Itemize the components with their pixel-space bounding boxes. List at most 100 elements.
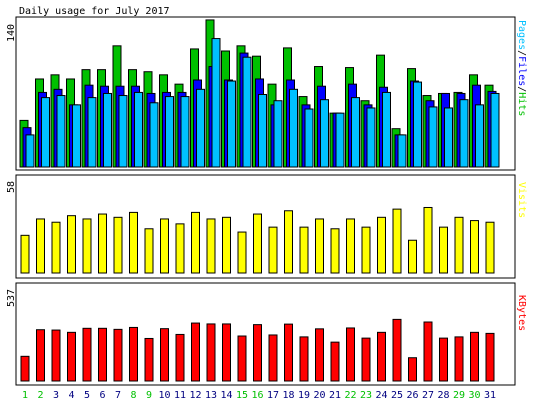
pages-bar <box>25 134 35 168</box>
visits-bar <box>206 218 216 274</box>
visits-bar <box>51 221 61 274</box>
visits-bar <box>160 218 169 274</box>
x-tick-label: 26 <box>406 390 418 401</box>
pages-bar <box>444 107 453 168</box>
x-tick-label: 4 <box>68 390 74 401</box>
x-tick-label: 2 <box>37 390 43 401</box>
x-tick-label: 18 <box>282 390 294 401</box>
pages-bar <box>72 104 81 168</box>
pages-bar <box>103 92 112 168</box>
x-tick-label: 14 <box>220 390 232 401</box>
visits-bar <box>485 221 495 274</box>
visits-bar <box>268 226 278 274</box>
kbytes-ymax-label: 537 <box>6 289 17 307</box>
kbytes-bar <box>253 324 262 382</box>
visits-bar <box>392 208 402 274</box>
pages-bar <box>475 104 484 168</box>
x-tick-label: 11 <box>174 390 186 401</box>
visits-bar <box>377 216 386 274</box>
x-tick-label: 1 <box>22 390 28 401</box>
pages-bar <box>428 106 438 168</box>
pages-legend-label: Pages <box>516 20 527 50</box>
x-tick-label: 28 <box>437 390 449 401</box>
kbytes-bar <box>36 329 45 382</box>
visits-bar <box>222 216 231 274</box>
pages-bar <box>227 80 236 168</box>
visits-bar <box>470 220 479 274</box>
pages-bar <box>273 100 283 168</box>
hits-ymax-label: 140 <box>6 24 17 42</box>
pages-bar <box>41 97 50 168</box>
pages-bar <box>118 95 128 168</box>
x-tick-label: 9 <box>146 390 152 401</box>
kbytes-bar <box>454 336 464 382</box>
visits-bar <box>36 218 45 274</box>
pages-bar <box>242 56 252 168</box>
visits-bar <box>20 234 30 274</box>
visits-bar <box>253 213 262 274</box>
visits-bar <box>284 210 293 274</box>
kbytes-bar <box>82 327 92 382</box>
visits-bar <box>67 215 76 274</box>
pages-bar <box>180 96 190 168</box>
visits-bar <box>423 206 433 274</box>
kbytes-bar <box>361 337 371 382</box>
kbytes-bar <box>470 331 479 382</box>
pages-bar <box>490 92 500 168</box>
x-axis-day-labels: 1 2 3 4 5 6 7 8 9 10 11 12 13 14 15 16 17 18 19 20 21 22 23 24 2… <box>22 390 496 401</box>
visits-bar <box>439 226 448 274</box>
pages-bar <box>289 88 298 168</box>
x-tick-label: 22 <box>344 390 356 401</box>
kbytes-bar <box>268 334 278 382</box>
legend-separator: / <box>516 50 527 56</box>
pages-bar <box>382 91 391 168</box>
x-tick-label: 25 <box>391 390 403 401</box>
kbytes-bar <box>144 337 154 382</box>
visits-bar <box>191 211 200 274</box>
kbytes-bar <box>485 332 495 382</box>
pages-bar <box>413 81 422 168</box>
visits-bar <box>98 213 107 274</box>
x-tick-label: 31 <box>484 390 496 401</box>
visits-bar <box>315 218 324 274</box>
visits-bar <box>237 231 247 274</box>
kbytes-bar <box>51 329 61 382</box>
pages-bar <box>397 134 407 168</box>
kbytes-bar <box>330 341 340 382</box>
x-tick-label: 16 <box>251 390 263 401</box>
pages-bar <box>149 102 159 168</box>
x-tick-label: 3 <box>53 390 59 401</box>
x-tick-label: 27 <box>422 390 434 401</box>
x-tick-label: 17 <box>267 390 279 401</box>
kbytes-bar <box>222 323 231 382</box>
hits-axis-label: Pages/Files/Hits <box>516 20 527 116</box>
kbytes-bar <box>392 318 402 382</box>
kbytes-bar <box>284 323 293 382</box>
pages-bar <box>165 96 174 168</box>
x-tick-label: 29 <box>453 390 465 401</box>
files-legend-label: Files <box>516 56 527 86</box>
kbytes-axis-label: KBytes <box>516 295 527 331</box>
kbytes-bar <box>408 357 417 382</box>
x-tick-label: 19 <box>298 390 310 401</box>
kbytes-bar <box>98 327 107 382</box>
visits-bar <box>82 218 92 274</box>
pages-bar <box>56 95 66 168</box>
x-tick-label: 20 <box>313 390 325 401</box>
visits-bar <box>129 211 138 274</box>
kbytes-bar <box>237 335 247 382</box>
visits-bar <box>144 228 154 274</box>
pages-bar <box>304 108 314 168</box>
visits-ymax-label: 58 <box>6 181 17 193</box>
kbytes-bar <box>129 326 138 382</box>
kbytes-bar <box>191 322 200 382</box>
x-tick-label: 6 <box>99 390 105 401</box>
visits-bar <box>454 216 464 274</box>
legend-separator: / <box>516 86 527 92</box>
x-tick-label: 12 <box>189 390 201 401</box>
x-tick-label: 24 <box>375 390 387 401</box>
pages-bar <box>134 91 143 168</box>
visits-bar <box>408 239 417 274</box>
kbytes-bar <box>315 328 324 382</box>
